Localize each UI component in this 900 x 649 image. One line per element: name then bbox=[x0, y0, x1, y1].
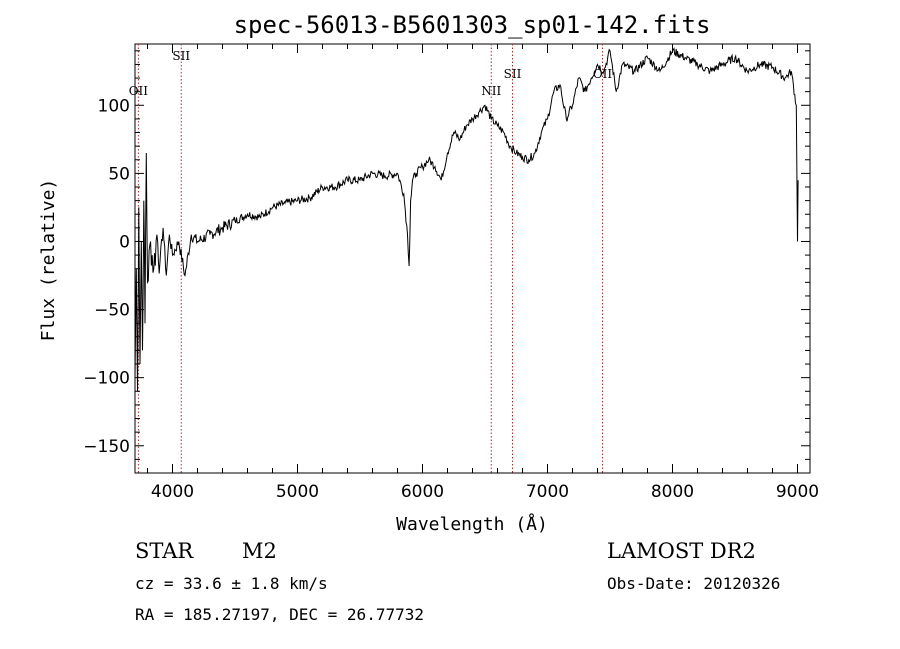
x-tick-label: 8000 bbox=[651, 482, 694, 502]
object-subclass: M2 bbox=[242, 539, 277, 563]
axis-ticks: 4000 5000 6000 7000 8000 9000 −150 −100 −50 0 50 10… bbox=[83, 44, 819, 502]
series-layer bbox=[134, 47, 799, 392]
emission-line-label: OII bbox=[129, 84, 149, 98]
y-tick-label: −150 bbox=[83, 437, 130, 457]
chart-title: spec-56013-B5601303_sp01-142.fits bbox=[234, 11, 711, 39]
plot-frame bbox=[134, 43, 811, 474]
x-tick-label: 6000 bbox=[401, 482, 444, 502]
x-tick-label: 7000 bbox=[526, 482, 569, 502]
y-tick-label: −100 bbox=[83, 369, 130, 389]
y-axis-label: Flux (relative) bbox=[38, 179, 59, 342]
object-class: STAR bbox=[135, 539, 194, 563]
x-tick-label: 4000 bbox=[151, 482, 194, 502]
y-tick-label: 50 bbox=[108, 164, 130, 184]
spectrum-line bbox=[134, 47, 799, 392]
y-tick-label: 100 bbox=[98, 96, 130, 116]
x-axis-label: Wavelength (Å) bbox=[396, 513, 548, 535]
ra-dec: RA = 185.27197, DEC = 26.77732 bbox=[135, 605, 424, 624]
emission-line-label: SII bbox=[172, 49, 190, 63]
survey-name: LAMOST DR2 bbox=[607, 539, 756, 563]
x-tick-label: 5000 bbox=[276, 482, 319, 502]
obs-date: Obs-Date: 20120326 bbox=[607, 574, 780, 593]
emission-line-label: SII bbox=[504, 67, 522, 81]
x-tick-label: 9000 bbox=[776, 482, 819, 502]
y-tick-label: 0 bbox=[119, 232, 130, 252]
redshift-text: cz = 33.6 ± 1.8 km/s bbox=[135, 574, 328, 593]
y-tick-label: −50 bbox=[94, 301, 130, 321]
emission-line-label: NII bbox=[481, 84, 501, 98]
